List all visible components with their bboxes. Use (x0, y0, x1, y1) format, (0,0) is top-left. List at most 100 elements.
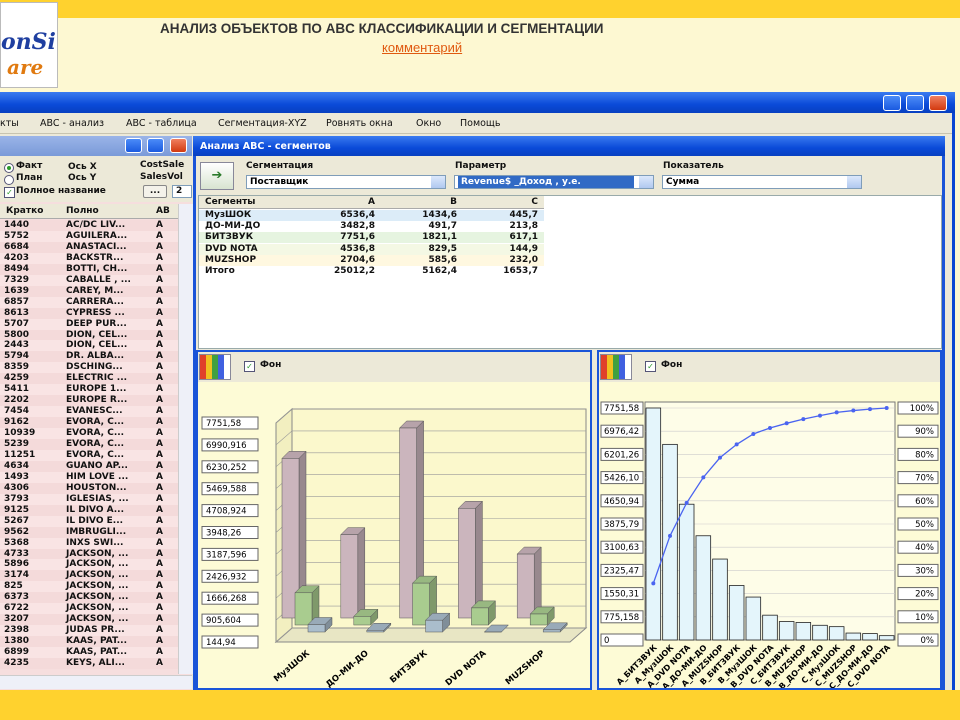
number-field[interactable]: 2 (172, 185, 192, 198)
menu-item[interactable]: Окно (416, 118, 442, 129)
select-value: Сумма (666, 177, 700, 187)
field-label: Параметр (455, 161, 507, 171)
table-row[interactable]: 6722 JACKSON, ... A (0, 603, 178, 615)
y2-tick-box (897, 517, 939, 531)
table-row[interactable]: 7329 CABALLE , ... A (0, 274, 178, 286)
table-row[interactable]: 3207 JACKSON, ... A (0, 614, 178, 626)
table-row[interactable]: 10939 EVORA, C... A (0, 428, 178, 440)
minimize-button[interactable] (883, 95, 901, 111)
table-cell: 617,1 (509, 232, 538, 243)
table-row[interactable]: 1639 CAREY, M... A (0, 285, 178, 297)
table-row[interactable]: 8613 CYPRESS ... A (0, 307, 178, 319)
table-row[interactable]: 6684 ANASTACI... A (0, 241, 178, 253)
table-row[interactable]: 5896 JACKSON, ... A (0, 559, 178, 571)
radio[interactable] (4, 163, 14, 173)
h-scrollbar[interactable] (0, 675, 192, 689)
table-cell: A (156, 252, 163, 263)
table-row[interactable]: 5239 EVORA, C... A (0, 439, 178, 450)
chart-type-icon[interactable] (199, 354, 231, 380)
table-row[interactable]: 5800 DION, CEL... A (0, 329, 178, 341)
close-button[interactable] (929, 95, 947, 111)
y2-tick-label: 20% (915, 590, 934, 600)
table-cell: A (156, 417, 163, 428)
table-cell: BACKSTR... (66, 252, 124, 263)
chart-toolbar: ✓ Фон (599, 352, 940, 382)
table-row[interactable]: 3793 IGLESIAS, ... A (0, 493, 178, 505)
table-cell: EVORA, C... (66, 417, 125, 428)
table-row[interactable]: 11251 EVORA, C... A (0, 449, 178, 461)
close-button[interactable] (170, 138, 187, 153)
table-row[interactable]: 1380 KAAS, PAT... A (0, 636, 178, 648)
y-tick-box (600, 401, 644, 415)
menu-item[interactable]: Помощь (460, 118, 501, 129)
y-tick-box (201, 635, 259, 649)
table-row[interactable]: 2398 JUDAS PR... A (0, 625, 178, 637)
checkbox[interactable]: ✓ (645, 361, 656, 372)
table-row[interactable]: 8359 DSCHING... A (0, 362, 178, 374)
table-row[interactable]: 9162 EVORA, C... A (0, 417, 178, 429)
bar (471, 607, 489, 626)
table-row[interactable]: 3174 JACKSON, ... A (0, 570, 178, 582)
radio[interactable] (4, 175, 14, 185)
table-cell: 5794 (4, 351, 30, 362)
menu-item[interactable]: Ровнять окна (326, 118, 393, 129)
table-row[interactable]: 1440 AC/DC LIV... A (0, 220, 178, 231)
bar (645, 407, 662, 641)
table-row[interactable]: 4203 BACKSTR... A (0, 252, 178, 264)
table-row[interactable]: 5411 EUROPE 1... A (0, 384, 178, 396)
radio-label: Факт (16, 161, 43, 171)
menu-item[interactable]: ABC - анализ (40, 118, 105, 129)
line-point (718, 455, 722, 460)
bar (425, 619, 443, 633)
checkbox[interactable]: ✓ (4, 187, 15, 198)
y-tick-box (600, 563, 644, 577)
table-cell: 4203 (4, 252, 30, 263)
bar (745, 596, 762, 641)
table-row[interactable]: 5267 IL DIVO E... A (0, 515, 178, 527)
y2-tick-label: 70% (915, 474, 934, 484)
parameter-select[interactable]: Revenue$ _Доход , у.е. (454, 175, 654, 189)
axis-label: Ось Y (68, 173, 97, 183)
segmentation-select[interactable]: Поставщик (246, 175, 446, 189)
table-row[interactable]: 7454 EVANESC... A (0, 406, 178, 418)
checkbox[interactable]: ✓ (244, 361, 255, 372)
scrollbar[interactable] (178, 204, 193, 674)
minimize-button[interactable] (125, 138, 142, 153)
table-row[interactable]: 4259 ELECTRIC ... A (0, 373, 178, 385)
table-row[interactable]: 6899 KAAS, PAT... A (0, 647, 178, 659)
export-icon[interactable]: ➔ (200, 162, 234, 190)
y-tick-label: 2325,47 (604, 566, 639, 576)
table-cell: JACKSON, ... (66, 603, 129, 614)
chart-type-icon[interactable] (600, 354, 632, 380)
table-cell: IL DIVO A... (66, 504, 125, 515)
table-row[interactable]: 9125 IL DIVO A... A (0, 504, 178, 516)
table-row[interactable]: 8494 BOTTI, CH... A (0, 263, 178, 275)
button[interactable]: ... (143, 185, 167, 198)
menu-item[interactable]: Сегментация-XYZ (218, 118, 307, 129)
table-row[interactable]: 2443 DION, CEL... A (0, 340, 178, 352)
table-cell: 6373 (4, 592, 30, 603)
table-row[interactable]: 5794 DR. ALBA... A (0, 351, 178, 363)
table-row[interactable]: 825 JACKSON, ... A (0, 581, 178, 593)
table-row[interactable]: 5368 INXS SWI... A (0, 537, 178, 549)
table-row[interactable]: 6857 CARRERA... A (0, 296, 178, 308)
restore-button[interactable] (906, 95, 924, 111)
table-row[interactable]: 5707 DEEP PUR... A (0, 318, 178, 330)
menu-item[interactable]: ABC - таблица (126, 118, 197, 129)
menu-item[interactable]: кты (0, 118, 19, 129)
table-row[interactable]: 5752 AGUILERA... A (0, 230, 178, 242)
table-row[interactable]: 4634 GUANO AP... A (0, 460, 178, 472)
bar (762, 614, 778, 641)
indicator-select[interactable]: Сумма (662, 175, 862, 189)
table-row[interactable]: 9562 IMBRUGLI... A (0, 526, 178, 538)
table-row[interactable]: 6373 JACKSON, ... A (0, 592, 178, 604)
table-row[interactable]: 4235 KEYS, ALI... A (0, 658, 178, 669)
table-row[interactable]: 4306 HOUSTON... A (0, 482, 178, 494)
table-cell: HOUSTON... (66, 482, 127, 493)
comment-link[interactable]: комментарий (382, 40, 463, 55)
restore-button[interactable] (147, 138, 164, 153)
y-tick-box (600, 517, 644, 531)
table-row[interactable]: 4733 JACKSON, ... A (0, 548, 178, 560)
table-row[interactable]: 1493 HIM LOVE ... A (0, 471, 178, 483)
table-row[interactable]: 2202 EUROPE R... A (0, 395, 178, 407)
